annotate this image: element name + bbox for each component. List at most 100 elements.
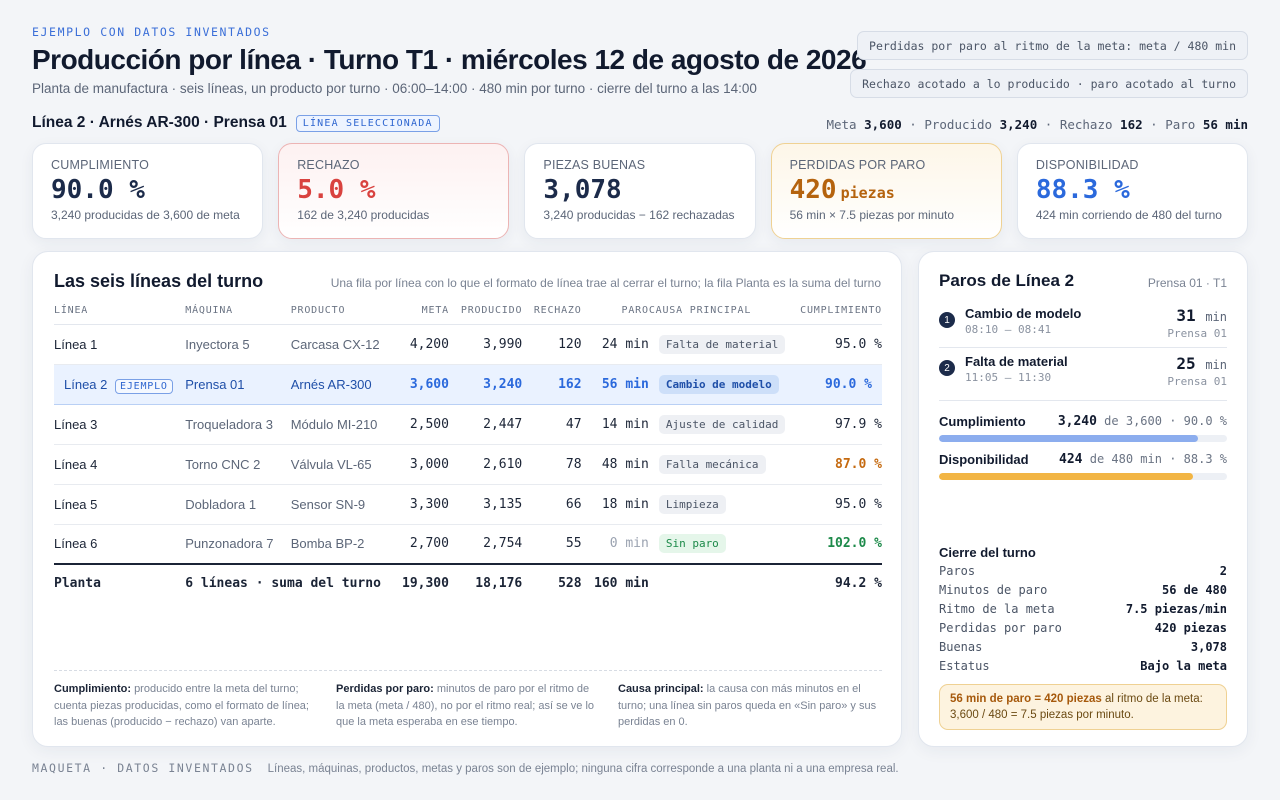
cell-comp: 90.0 % bbox=[796, 363, 882, 405]
cell-line: Línea 1 bbox=[54, 324, 186, 365]
col-linea[interactable]: LÍNEA bbox=[54, 298, 186, 325]
total-desc: 6 líneas · suma del turno bbox=[185, 563, 402, 602]
total-label: Planta bbox=[54, 563, 186, 602]
selected-line-summary: Meta 3,600 · Producido 3,240 · Rechazo 1… bbox=[826, 117, 1248, 132]
stops-panel-title: Paros de Línea 2 bbox=[939, 271, 1075, 290]
stop-text: Falta de material 11:05 – 11:30 bbox=[965, 354, 1167, 400]
cause-tag: Limpieza bbox=[658, 494, 726, 514]
col-causa[interactable]: CAUSA PRINCIPAL bbox=[648, 298, 797, 325]
kpi-value: 3,078 bbox=[543, 175, 622, 205]
kpi-value-number: 420 bbox=[789, 175, 837, 205]
kpi-label: DISPONIBILIDAD bbox=[1035, 158, 1139, 172]
summary-meta: 3,600 bbox=[864, 117, 902, 132]
cell-line: Línea 2 EJEMPLO bbox=[54, 363, 186, 405]
close-value: 7.5 piezas/min bbox=[1125, 602, 1227, 616]
stop-minutes: 31 min bbox=[1167, 306, 1227, 325]
kpi-value: 88.3 % bbox=[1035, 175, 1130, 205]
table-row[interactable]: Línea 3 Troqueladora 3 Módulo MI-210 2,5… bbox=[54, 404, 882, 445]
summary-stop-label: Paro bbox=[1165, 117, 1196, 132]
page-title: Producción por línea · Turno T1 · miérco… bbox=[32, 44, 867, 75]
cell-prod: 3,240 bbox=[448, 363, 523, 405]
shift-close-title: Cierre del turno bbox=[939, 545, 1036, 560]
kpi-label: PERDIDAS POR PARO bbox=[789, 158, 926, 172]
shift-close: Cierre del turno Paros 2 Minutos de paro 5… bbox=[939, 545, 1227, 678]
table-row[interactable]: Línea 1 Inyectora 5 Carcasa CX-12 4,200 … bbox=[54, 324, 882, 365]
table-row[interactable]: Línea 4 Torno CNC 2 Válvula VL-65 3,000 … bbox=[54, 444, 882, 485]
stop-text: Cambio de modelo 08:10 – 08:41 bbox=[965, 306, 1167, 352]
cell-prod: 2,447 bbox=[448, 404, 523, 445]
cell-line: Línea 3 bbox=[54, 404, 186, 445]
col-meta[interactable]: META bbox=[402, 298, 449, 325]
note-key: Perdidas por paro: bbox=[336, 683, 434, 695]
table-row[interactable]: Línea 6 Punzonadora 7 Bomba BP-2 2,700 2… bbox=[54, 524, 882, 565]
cell-product: Válvula VL-65 bbox=[290, 444, 402, 485]
summary-prod: 3,240 bbox=[999, 117, 1038, 132]
lines-panel-hint: Una fila por línea con lo que el formato… bbox=[330, 276, 881, 290]
kpi-note: 424 min corriendo de 480 del turno bbox=[1035, 208, 1222, 222]
meter-value-rest: de 480 min · 88.3 % bbox=[1082, 452, 1227, 466]
close-key: Perdidas por paro bbox=[939, 621, 1062, 635]
cell-meta: 2,500 bbox=[402, 404, 449, 445]
cell-stop: 0 min bbox=[581, 524, 649, 565]
cell-machine: Inyectora 5 bbox=[185, 324, 291, 365]
total-meta: 19,300 bbox=[402, 563, 449, 602]
cell-machine: Prensa 01 bbox=[185, 363, 291, 405]
stop-index: 2 bbox=[939, 360, 955, 376]
stop-right: 31 min Prensa 01 bbox=[1167, 306, 1227, 352]
summary-prod-label: Producido bbox=[924, 117, 993, 132]
cell-line: Línea 5 bbox=[54, 484, 186, 525]
summary-rej: 162 bbox=[1120, 117, 1143, 132]
divider bbox=[939, 400, 1227, 401]
close-key: Ritmo de la meta bbox=[939, 602, 1055, 616]
close-row: Buenas 3,078 bbox=[939, 640, 1227, 659]
col-paro[interactable]: PARO bbox=[581, 298, 649, 325]
table-row-selected[interactable]: Línea 2 EJEMPLO Prensa 01 Arnés AR-300 3… bbox=[54, 363, 882, 405]
selected-line-name: Línea 2 · Arnés AR-300 · Prensa 01 bbox=[32, 114, 287, 131]
stops-panel-location: Prensa 01 · T1 bbox=[1147, 276, 1227, 290]
cell-product: Bomba BP-2 bbox=[290, 524, 402, 565]
meter-label: Disponibilidad bbox=[939, 452, 1029, 467]
cell-rej: 120 bbox=[522, 324, 582, 365]
col-maquina[interactable]: MÁQUINA bbox=[185, 298, 291, 325]
cell-cause: Cambio de modelo bbox=[648, 363, 797, 405]
col-producido[interactable]: PRODUCIDO bbox=[448, 298, 523, 325]
stop-minutes-value: 31 bbox=[1176, 306, 1196, 325]
meter-row: Cumplimiento 3,240 de 3,600 · 90.0 % bbox=[939, 414, 1227, 429]
table-total-row: Planta 6 líneas · suma del turno 19,300 … bbox=[54, 563, 882, 602]
close-key: Paros bbox=[939, 564, 976, 578]
table-row[interactable]: Línea 5 Dobladora 1 Sensor SN-9 3,300 3,… bbox=[54, 484, 882, 525]
total-rej: 528 bbox=[522, 563, 582, 602]
eyebrow: EJEMPLO CON DATOS INVENTADOS bbox=[32, 25, 271, 39]
stop-name: Falta de material bbox=[965, 354, 1068, 369]
col-cumplimiento[interactable]: CUMPLIMIENTO bbox=[796, 298, 882, 325]
cell-comp: 95.0 % bbox=[796, 484, 882, 525]
kpi-piezas-buenas: PIEZAS BUENAS 3,078 3,240 producidas − 1… bbox=[524, 143, 756, 239]
footer-label: MAQUETA · DATOS INVENTADOS bbox=[32, 761, 254, 775]
note-perdidas: Perdidas por paro: minutos de paro por e… bbox=[336, 681, 600, 731]
cell-rej: 55 bbox=[522, 524, 582, 565]
page-subtitle: Planta de manufactura · seis líneas, un … bbox=[32, 81, 757, 96]
stop-minutes: 25 min bbox=[1167, 354, 1227, 373]
stop-item[interactable]: 2 Falta de material 11:05 – 11:30 25 min… bbox=[939, 354, 1227, 400]
meter-fill bbox=[939, 473, 1194, 480]
kpi-note: 3,240 producidas − 162 rechazadas bbox=[543, 208, 735, 222]
cell-cause: Falla mecánica bbox=[648, 444, 797, 485]
kpi-cumplimiento: CUMPLIMIENTO 90.0 % 3,240 producidas de … bbox=[32, 143, 264, 239]
meter-disponibilidad: Disponibilidad 424 de 480 min · 88.3 % bbox=[939, 452, 1227, 480]
kpi-rechazo: RECHAZO 5.0 % 162 de 3,240 producidas bbox=[278, 143, 510, 239]
stop-item[interactable]: 1 Cambio de modelo 08:10 – 08:41 31 min … bbox=[939, 306, 1227, 352]
stop-name: Cambio de modelo bbox=[965, 306, 1082, 321]
cell-stop: 48 min bbox=[581, 444, 649, 485]
cell-rej: 66 bbox=[522, 484, 582, 525]
loss-callout: 56 min de paro = 420 piezas al ritmo de … bbox=[939, 684, 1227, 730]
close-value: 56 de 480 bbox=[1161, 583, 1227, 597]
meter-fill bbox=[939, 435, 1199, 442]
cell-product: Módulo MI-210 bbox=[290, 404, 402, 445]
col-rechazo[interactable]: RECHAZO bbox=[522, 298, 582, 325]
cell-stop: 14 min bbox=[581, 404, 649, 445]
col-producto[interactable]: PRODUCTO bbox=[290, 298, 402, 325]
cell-line: Línea 6 bbox=[54, 524, 186, 565]
cell-machine: Troqueladora 3 bbox=[185, 404, 291, 445]
close-row: Estatus Bajo la meta bbox=[939, 659, 1227, 678]
kpi-note: 3,240 producidas de 3,600 de meta bbox=[51, 208, 240, 222]
